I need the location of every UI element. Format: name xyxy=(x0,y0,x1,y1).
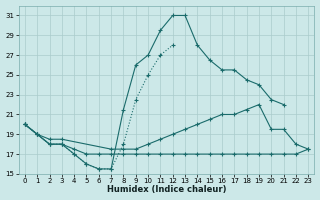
X-axis label: Humidex (Indice chaleur): Humidex (Indice chaleur) xyxy=(107,185,226,194)
